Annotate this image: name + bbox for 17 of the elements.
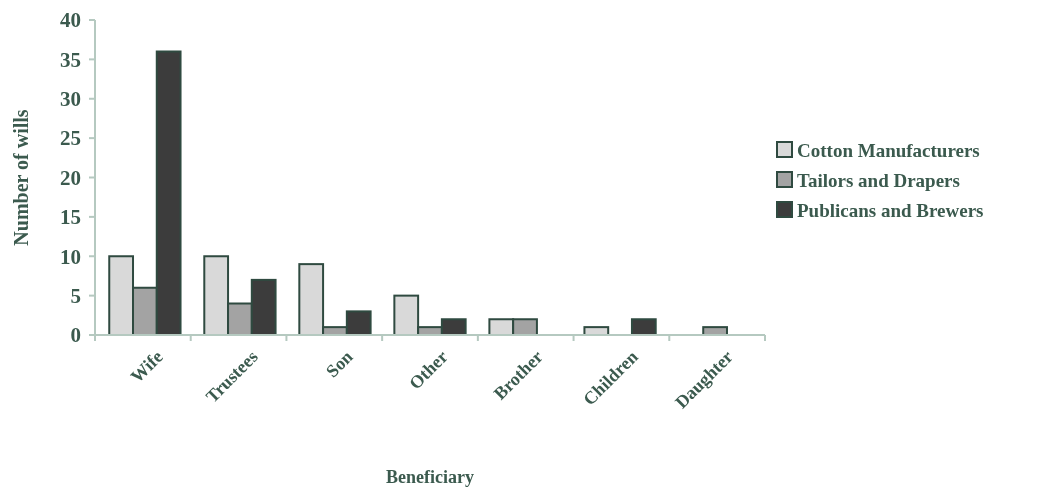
- y-tick-label: 30: [60, 87, 81, 112]
- x-tick-label: Wife: [126, 346, 167, 387]
- y-tick-label: 5: [70, 283, 81, 308]
- y-tick-label: 15: [60, 205, 81, 230]
- y-tick-label: 25: [60, 126, 81, 151]
- y-tick-label: 10: [60, 244, 81, 269]
- legend-label: Tailors and Drapers: [797, 169, 960, 191]
- x-tick-label: Son: [322, 346, 357, 382]
- y-axis-title: Number of wills: [10, 109, 32, 246]
- y-tick-label: 20: [60, 165, 81, 190]
- x-axis-title: Beneficiary: [386, 467, 474, 487]
- legend-label: Publicans and Brewers: [797, 199, 984, 221]
- y-tick-label: 40: [60, 8, 81, 33]
- bar: [630, 318, 657, 336]
- y-tick-label: 0: [70, 323, 81, 348]
- legend-label: Cotton Manufacturers: [797, 139, 980, 161]
- y-tick-label: 35: [60, 47, 81, 72]
